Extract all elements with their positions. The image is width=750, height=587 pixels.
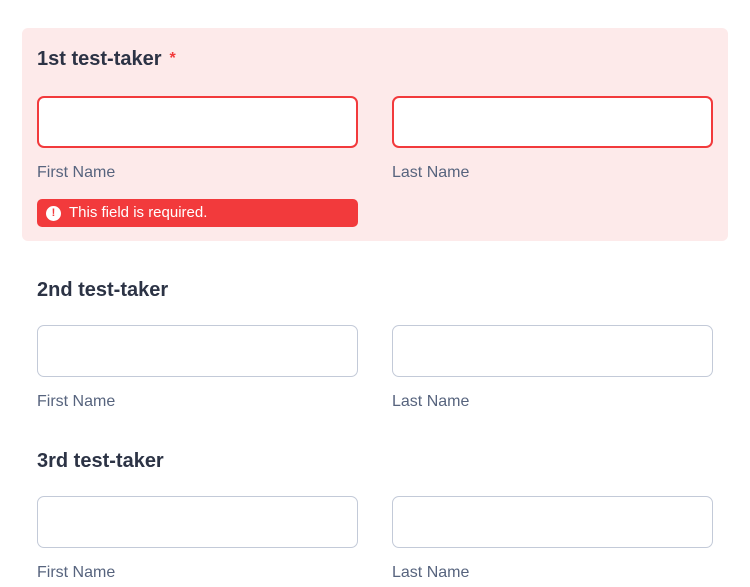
section-title: 3rd test-taker — [37, 449, 713, 473]
last-name-sublabel: Last Name — [392, 164, 470, 181]
first-name-sublabel: First Name — [37, 164, 116, 181]
section-test-taker-1: 1st test-taker * First Name ! This field … — [22, 28, 728, 241]
first-name-input[interactable] — [37, 96, 358, 148]
last-name-sublabel: Last Name — [392, 564, 470, 581]
required-error-badge: ! This field is required. — [37, 199, 358, 227]
section-title: 2nd test-taker — [37, 278, 713, 302]
name-fields-row: First Name ! This field is required. Las… — [37, 96, 713, 227]
last-name-input[interactable] — [392, 325, 713, 377]
section-title-text: 3rd test-taker — [37, 450, 164, 472]
first-name-input[interactable] — [37, 496, 358, 548]
exclamation-circle-icon: ! — [46, 205, 61, 221]
first-name-sublabel: First Name — [37, 393, 116, 410]
section-test-taker-2: 2nd test-taker First Name Last Name — [22, 278, 728, 411]
last-name-sublabel: Last Name — [392, 393, 470, 410]
first-name-field: First Name — [37, 325, 358, 411]
last-name-input[interactable] — [392, 96, 713, 148]
last-name-input[interactable] — [392, 496, 713, 548]
first-name-input[interactable] — [37, 325, 358, 377]
error-message: This field is required. — [69, 204, 208, 221]
last-name-field: Last Name — [392, 496, 713, 582]
first-name-field: First Name ! This field is required. — [37, 96, 358, 227]
name-fields-row: First Name Last Name — [37, 325, 713, 411]
name-fields-row: First Name Last Name — [37, 496, 713, 582]
required-asterisk: * — [169, 50, 176, 67]
section-title-text: 1st test-taker — [37, 48, 162, 70]
last-name-field: Last Name — [392, 325, 713, 411]
section-title: 1st test-taker * — [37, 47, 713, 73]
first-name-sublabel: First Name — [37, 564, 116, 581]
section-title-text: 2nd test-taker — [37, 279, 169, 301]
first-name-field: First Name — [37, 496, 358, 582]
section-test-taker-3: 3rd test-taker First Name Last Name — [22, 449, 728, 582]
last-name-field: Last Name — [392, 96, 713, 227]
